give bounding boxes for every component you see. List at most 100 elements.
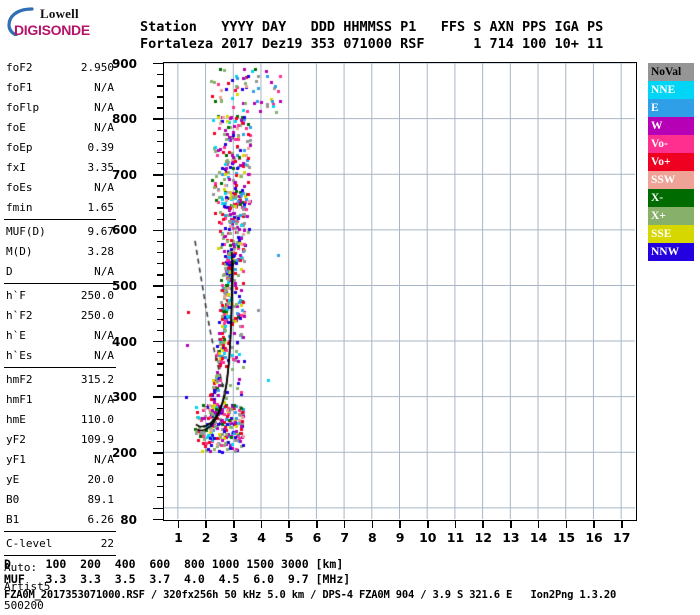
x-axis-tick [260,520,263,528]
y-axis-minor-tick [157,74,163,76]
x-axis-label: 17 [613,530,631,545]
param-row-md: M(D) 3.28 [4,242,116,262]
y-axis: 80 200 300 400 500 600 700 800 900 [0,0,163,600]
y-axis-label: 80 [120,512,137,527]
param-value: 3.28 [87,245,115,258]
param-key: B1 [6,513,20,526]
x-axis-label: 5 [284,530,294,545]
param-row-b0: B0 89.1 [4,490,116,510]
param-divider [4,367,116,368]
param-divider [4,555,116,556]
param-row-foep: foEp 0.39 [4,138,116,158]
param-row-b1: B1 6.26 [4,510,116,530]
param-row-hmf2: hmF2 315.2 [4,370,116,390]
x-axis-tick [399,520,401,528]
y-axis-minor-tick [157,240,163,243]
param-row-mufd: MUF(D) 9.67 [4,222,116,242]
param-key: D [6,265,13,278]
param-key: yF2 [6,433,26,446]
y-axis-minor-tick [157,329,163,332]
y-axis-tick [153,118,163,120]
y-axis-label: 900 [111,56,137,71]
y-axis-minor-tick [157,129,163,132]
x-axis-tick [288,520,291,528]
y-axis-label: 400 [111,334,137,349]
param-value: N/A [94,349,114,362]
x-axis-tick [454,520,457,528]
legend-item-e[interactable]: E [648,99,694,117]
y-axis-minor-tick [157,274,163,276]
x-axis-tick [565,520,568,528]
param-key: foE [6,121,26,134]
legend-item-w[interactable]: W [648,117,694,135]
legend-item-vo[interactable]: Vo+ [648,153,694,171]
legend-item-ssw[interactable]: SSW [648,171,694,189]
footer-muf-row: MUF 3.3 3.3 3.5 3.7 4.0 4.5 6.0 9.7 [MHz… [4,572,351,586]
y-axis-minor-tick [157,85,163,87]
param-key: fmin [6,201,33,214]
param-value: 250.0 [80,309,114,322]
lowell-digisonde-logo: Lowell DIGISONDE [6,4,118,40]
param-value: N/A [94,181,114,194]
param-value: 109.9 [80,433,114,446]
param-value: N/A [94,101,114,114]
y-axis-minor-tick [157,218,163,220]
x-axis-label: 7 [340,530,350,545]
legend-item-vo[interactable]: Vo- [648,135,694,153]
x-axis-label: 2 [201,530,211,545]
legend-item-x[interactable]: X+ [648,207,694,225]
x-axis-label: 11 [446,530,465,545]
param-value: N/A [94,393,114,406]
param-row-foflp: foFlp N/A [4,98,116,118]
x-axis-tick [205,520,207,528]
legend-item-nnw[interactable]: NNW [648,243,694,261]
x-axis-tick [371,520,374,528]
station-header: Station YYYY DAY DDD HHMMSS P1 FFS S AXN… [140,19,603,53]
param-value: 2.950 [80,61,114,74]
param-row-foes: foEs N/A [4,178,116,198]
y-axis-minor-tick [157,263,163,265]
ionogram-plot[interactable] [163,62,637,521]
x-axis-tick [593,520,595,528]
param-value: 9.67 [87,225,115,238]
param-row-fxi: fxI 3.35 [4,158,116,178]
x-axis-label: 15 [557,530,576,545]
param-value: 1.65 [87,201,115,214]
y-axis-tick [153,396,163,399]
param-group-clevel: C-level 22 [4,534,116,554]
x-axis-label: 9 [395,530,405,545]
param-divider [4,283,116,284]
legend-item-sse[interactable]: SSE [648,225,694,243]
y-axis-tick [153,285,163,287]
logo-lowell-text: Lowell [40,6,79,21]
param-key: h`Es [6,349,33,362]
param-key: yE [6,473,20,486]
y-axis-tick [153,62,163,65]
footer-file-row: FZA0M_2017353071000.RSF / 320fx256h 50 k… [4,589,617,601]
param-key: foFlp [6,101,40,114]
station-header-columns: Station YYYY DAY DDD HHMMSS P1 FFS S AXN… [140,19,604,35]
y-axis-label: 600 [111,223,137,238]
param-value: N/A [94,81,114,94]
x-axis-label: 12 [474,530,492,545]
param-key: h`F [6,289,26,302]
y-axis-tick [153,340,163,343]
legend-item-x[interactable]: X- [648,189,694,207]
param-row-hf2: h`F2 250.0 [4,306,116,326]
y-axis-minor-tick [157,296,163,298]
x-axis-tick [233,520,235,528]
param-row-fof2: foF2 2.950 [4,58,116,78]
y-axis-tick [153,452,163,454]
y-axis-minor-tick [157,196,163,198]
y-axis-minor-tick [157,374,163,376]
param-row-clevel: C-level 22 [4,534,116,554]
param-key: M(D) [6,245,33,258]
legend-item-noval[interactable]: NoVal [648,63,694,81]
param-key: MUF(D) [6,225,46,238]
param-divider [4,531,116,532]
x-axis-label: 4 [257,530,266,545]
x-axis-label: 3 [229,530,239,545]
y-axis-minor-tick [157,418,163,421]
legend-item-nne[interactable]: NNE [648,81,694,99]
y-axis-minor-tick [157,485,163,487]
